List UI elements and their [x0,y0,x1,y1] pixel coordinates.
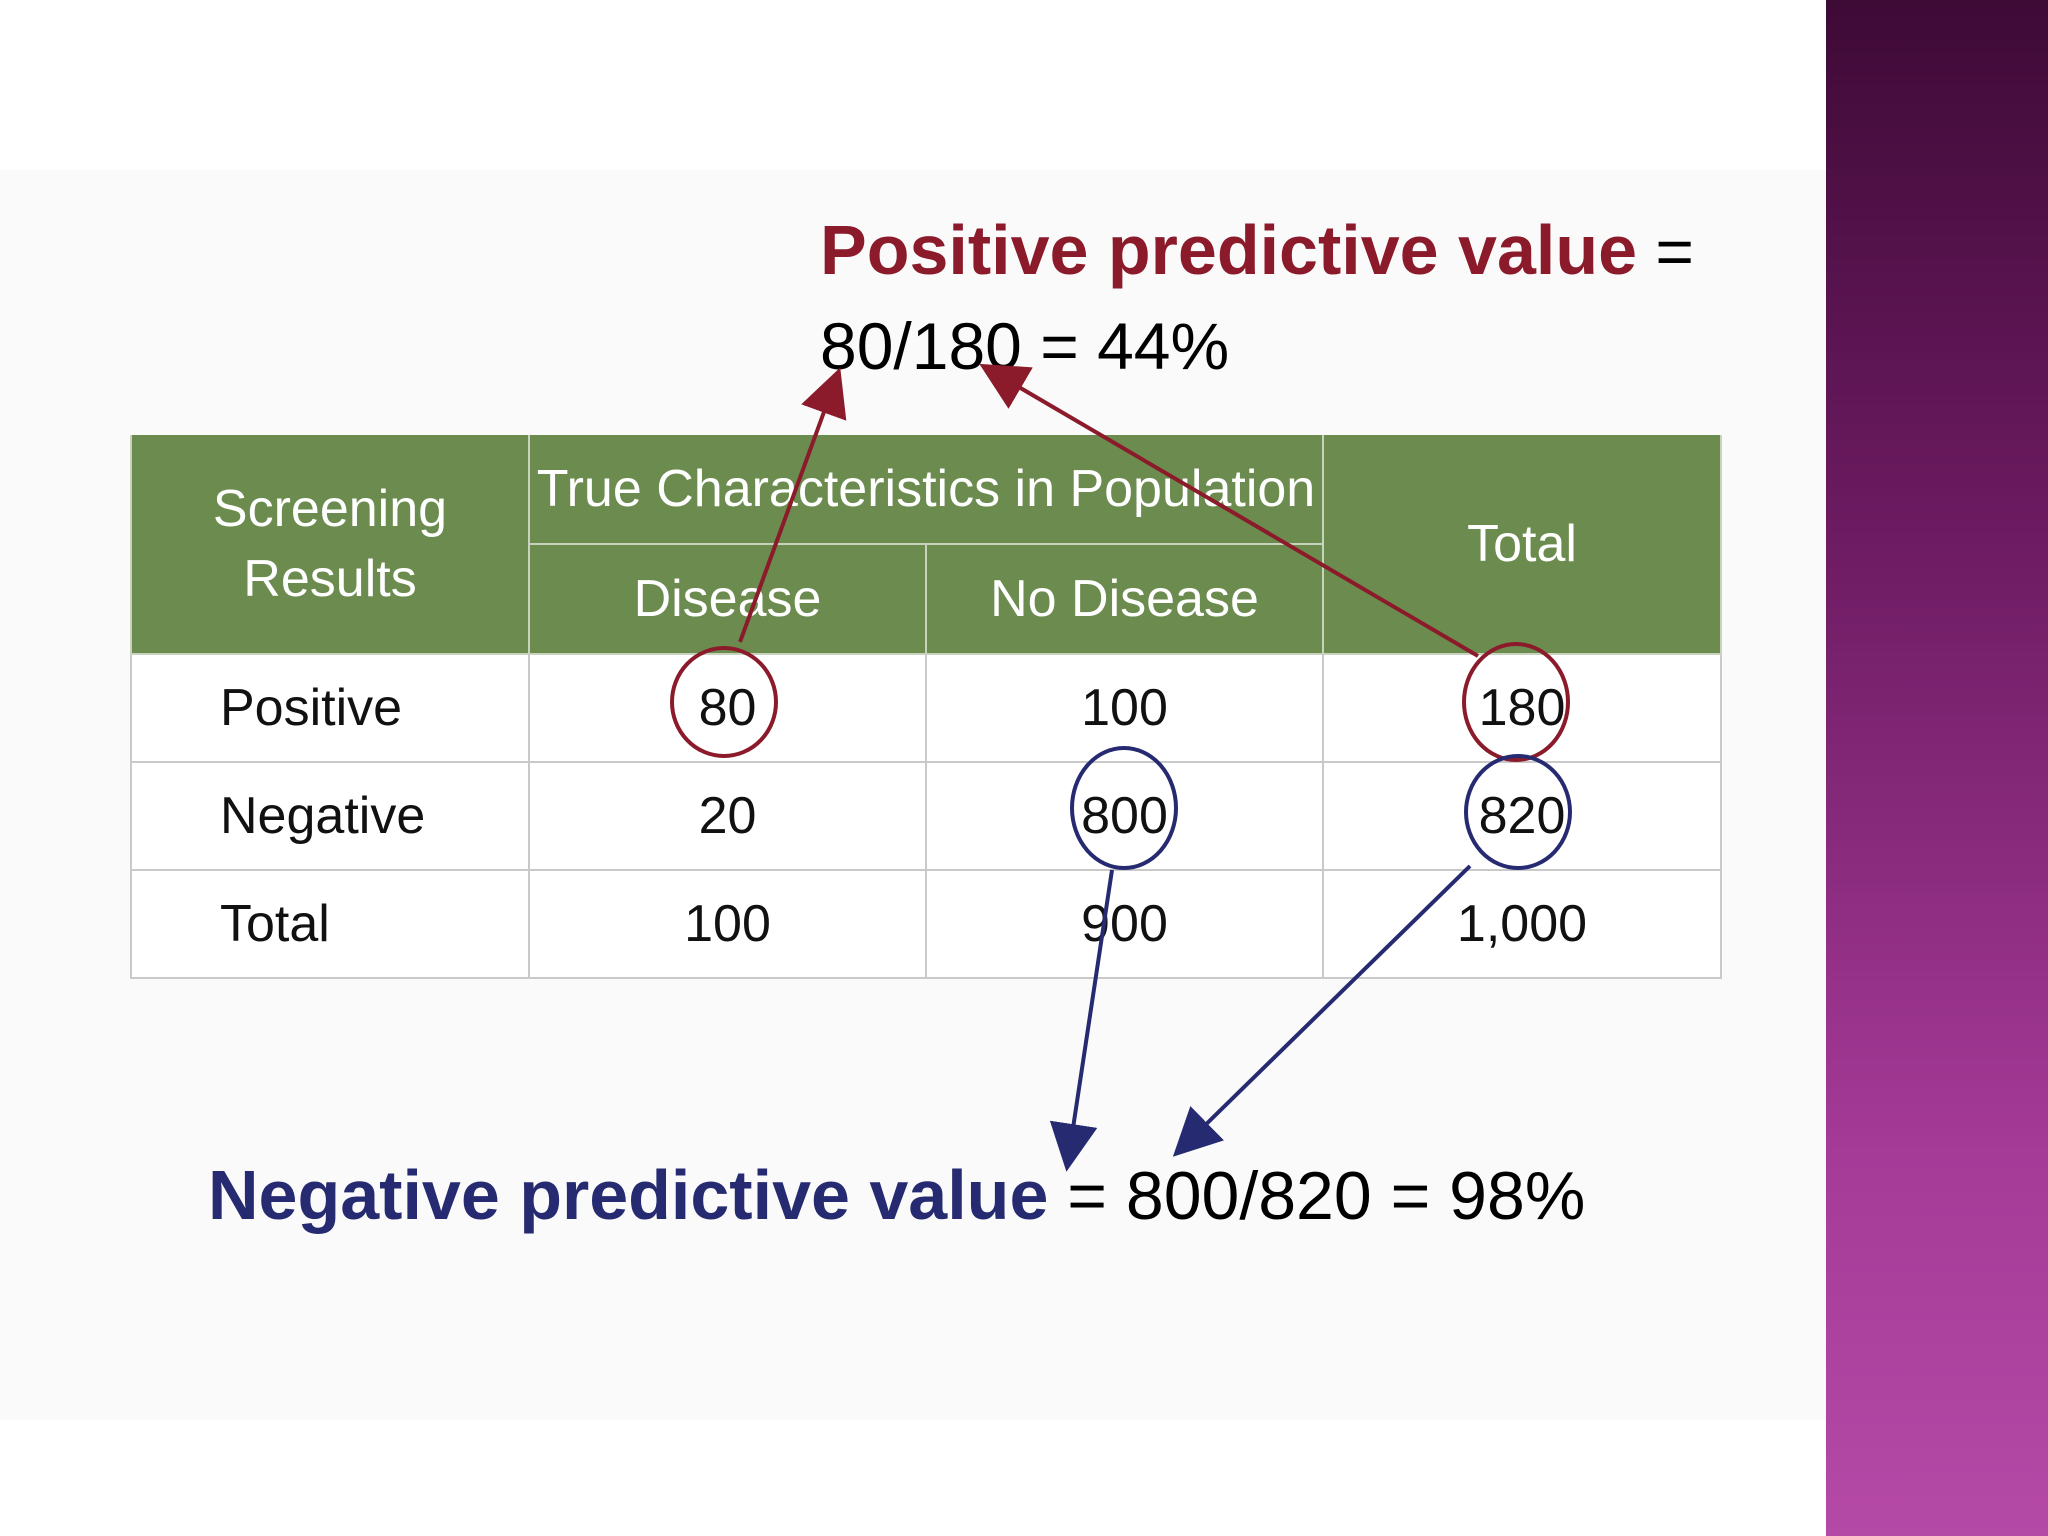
screening-table: Screening Results True Characteristics i… [130,435,1722,979]
cell-total: 820 [1322,761,1722,871]
cell-disease: 100 [528,869,927,979]
decorative-sidebar [1826,0,2048,1536]
cell-disease: 80 [528,653,927,763]
no-disease-header: No Disease [925,544,1324,655]
screening-results-header: Screening Results [130,435,530,655]
table-row: Total 100 900 1,000 [130,869,1722,979]
positive-predictive-value: Positive predictive value = 80/180 = 44% [820,205,1694,396]
cell-no-disease: 100 [925,653,1324,763]
table-row: Positive 80 100 180 [130,653,1722,763]
npv-formula: = 800/820 = 98% [1048,1158,1586,1234]
row-label: Positive [130,653,530,763]
true-characteristics-header: True Characteristics in Population [528,435,1324,545]
disease-header: Disease [528,544,927,655]
cell-no-disease: 800 [925,761,1324,871]
row-label: Total [130,869,530,979]
ppv-equals: = [1637,214,1694,288]
cell-no-disease: 900 [925,869,1324,979]
cell-total: 180 [1322,653,1722,763]
ppv-formula: 80/180 = 44% [820,309,1230,383]
negative-predictive-value: Negative predictive value = 800/820 = 98… [208,1150,1585,1241]
table-row: Negative 20 800 820 [130,761,1722,871]
cell-total: 1,000 [1322,869,1722,979]
ppv-label: Positive predictive value [820,211,1638,289]
row-label: Negative [130,761,530,871]
cell-disease: 20 [528,761,927,871]
npv-label: Negative predictive value [208,1156,1049,1234]
table-header-row: Screening Results True Characteristics i… [130,435,1722,655]
total-header: Total [1322,435,1722,655]
